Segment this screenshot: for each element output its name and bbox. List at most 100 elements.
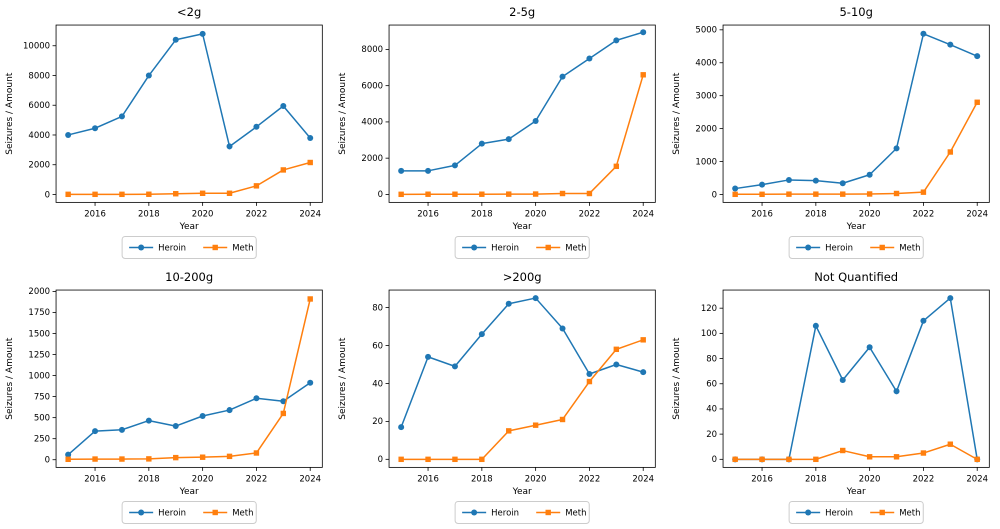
data-point-meth (307, 295, 313, 302)
axes-frame (388, 289, 657, 468)
y-tick-label: 8000 (362, 45, 384, 55)
data-point-heroin (812, 177, 819, 184)
x-tick-label: 2020 (525, 474, 547, 484)
x-tick-label: 2016 (751, 474, 773, 484)
y-tick-label: 6000 (28, 101, 50, 111)
y-tick-label: 100 (700, 329, 716, 339)
x-tick-label: 2018 (138, 474, 160, 484)
data-point-meth (640, 72, 647, 78)
data-point-meth (560, 190, 566, 197)
chart-panel-5-10g: 5-10g 0 1000 2000 3000 4000 5000 2016 2018 2020 20… (667, 0, 1000, 265)
data-point-meth (146, 191, 152, 197)
data-point-meth (893, 453, 899, 460)
data-point-heroin (145, 417, 152, 424)
data-point-heroin (226, 406, 233, 413)
chart-title: 10-200g (165, 270, 213, 284)
data-point-meth (226, 190, 233, 196)
chart-svg: 2-5g 0 2000 4000 6000 8000 2016 2018 2020 2022 202… (338, 5, 657, 259)
y-tick-label: 750 (34, 392, 50, 402)
x-tick-label: 2018 (138, 209, 160, 219)
series-line-meth (734, 101, 978, 196)
legend-marker-meth-icon (212, 509, 218, 515)
legend-frame (121, 500, 257, 524)
data-point-heroin (280, 397, 287, 404)
data-point-heroin (812, 322, 819, 329)
data-point-heroin (758, 181, 765, 188)
data-point-heroin (92, 427, 99, 434)
legend-label-heroin: Heroin (491, 508, 519, 518)
legend-label-heroin: Heroin (491, 243, 519, 253)
y-tick-label: 500 (34, 413, 50, 423)
data-point-meth (398, 191, 405, 198)
data-point-heroin (506, 136, 513, 143)
y-tick-label: 0 (378, 455, 383, 465)
data-point-meth (398, 456, 405, 462)
data-point-heroin (172, 422, 179, 429)
chart-svg: 10-200g 0 250 500 750 1000 1250 1500 1750 2000 201… (5, 270, 323, 524)
legend-label-heroin: Heroin (158, 508, 186, 518)
y-tick-label: 1250 (28, 350, 50, 360)
x-axis-label: Year (179, 222, 199, 232)
data-point-meth (759, 456, 765, 462)
y-axis-label: Seizures / Amount (5, 72, 15, 155)
data-point-heroin (532, 118, 539, 125)
legend-marker-heroin-icon (804, 508, 811, 515)
data-point-meth (640, 336, 647, 343)
y-tick-label: 3000 (695, 91, 717, 101)
legend-marker-heroin-icon (804, 244, 811, 251)
legend-marker-heroin-icon (138, 508, 145, 515)
chart-panel-10-200g: 10-200g 0 250 500 750 1000 1250 1500 1750 2000 201… (0, 265, 333, 529)
series-line-meth (401, 74, 645, 196)
y-tick-label: 1750 (28, 308, 50, 318)
x-tick-label: 2020 (192, 209, 214, 219)
data-point-meth (199, 453, 206, 460)
legend-frame (788, 500, 924, 524)
chart-svg: >200g 0 20 40 60 80 2016 2018 2020 2022 2024 Year Se… (338, 270, 657, 524)
series-line-heroin (734, 33, 978, 190)
data-point-meth (947, 149, 953, 155)
x-axis-label: Year (845, 486, 865, 496)
data-point-meth (839, 191, 846, 197)
data-point-heroin (839, 180, 846, 187)
axes-frame (55, 289, 323, 468)
y-tick-label: 4000 (695, 59, 717, 69)
y-tick-label: 10000 (23, 42, 50, 52)
x-tick-label: 2018 (471, 474, 493, 484)
data-point-meth (785, 456, 792, 462)
data-point-heroin (425, 167, 432, 174)
y-tick-label: 80 (373, 303, 384, 313)
data-point-meth (533, 191, 539, 197)
data-point-heroin (946, 294, 953, 301)
y-tick-label: 20 (706, 429, 717, 439)
series-line-heroin (400, 296, 644, 427)
x-tick-label: 2022 (579, 209, 601, 219)
y-tick-label: 250 (34, 434, 50, 444)
y-tick-label: 60 (706, 379, 717, 389)
data-point-meth (173, 454, 179, 460)
legend-marker-meth-icon (879, 244, 885, 251)
data-point-heroin (586, 55, 593, 62)
series-line-heroin (734, 296, 978, 460)
data-point-meth (533, 421, 539, 428)
data-point-meth (974, 456, 980, 462)
x-tick-label: 2016 (84, 209, 106, 219)
legend-label-meth: Meth (566, 243, 587, 253)
legend-label-meth: Meth (232, 243, 253, 253)
data-point-heroin (307, 379, 314, 386)
data-point-heroin (280, 102, 287, 109)
chart-panel-over-200g: >200g 0 20 40 60 80 2016 2018 2020 2022 2024 Year Se… (333, 265, 666, 529)
data-point-meth (425, 191, 432, 197)
x-tick-label: 2022 (579, 474, 601, 484)
data-point-meth (253, 449, 260, 456)
data-point-meth (173, 191, 179, 197)
data-point-heroin (172, 36, 179, 43)
legend-label-meth: Meth (899, 243, 920, 253)
y-tick-label: 0 (711, 190, 716, 200)
x-tick-label: 2024 (633, 474, 655, 484)
y-tick-label: 8000 (28, 71, 50, 81)
x-tick-label: 2020 (858, 474, 880, 484)
data-point-heroin (452, 162, 459, 169)
data-point-heroin (559, 73, 566, 80)
legend-label-meth: Meth (232, 508, 253, 518)
y-axis-label: Seizures / Amount (338, 337, 348, 420)
